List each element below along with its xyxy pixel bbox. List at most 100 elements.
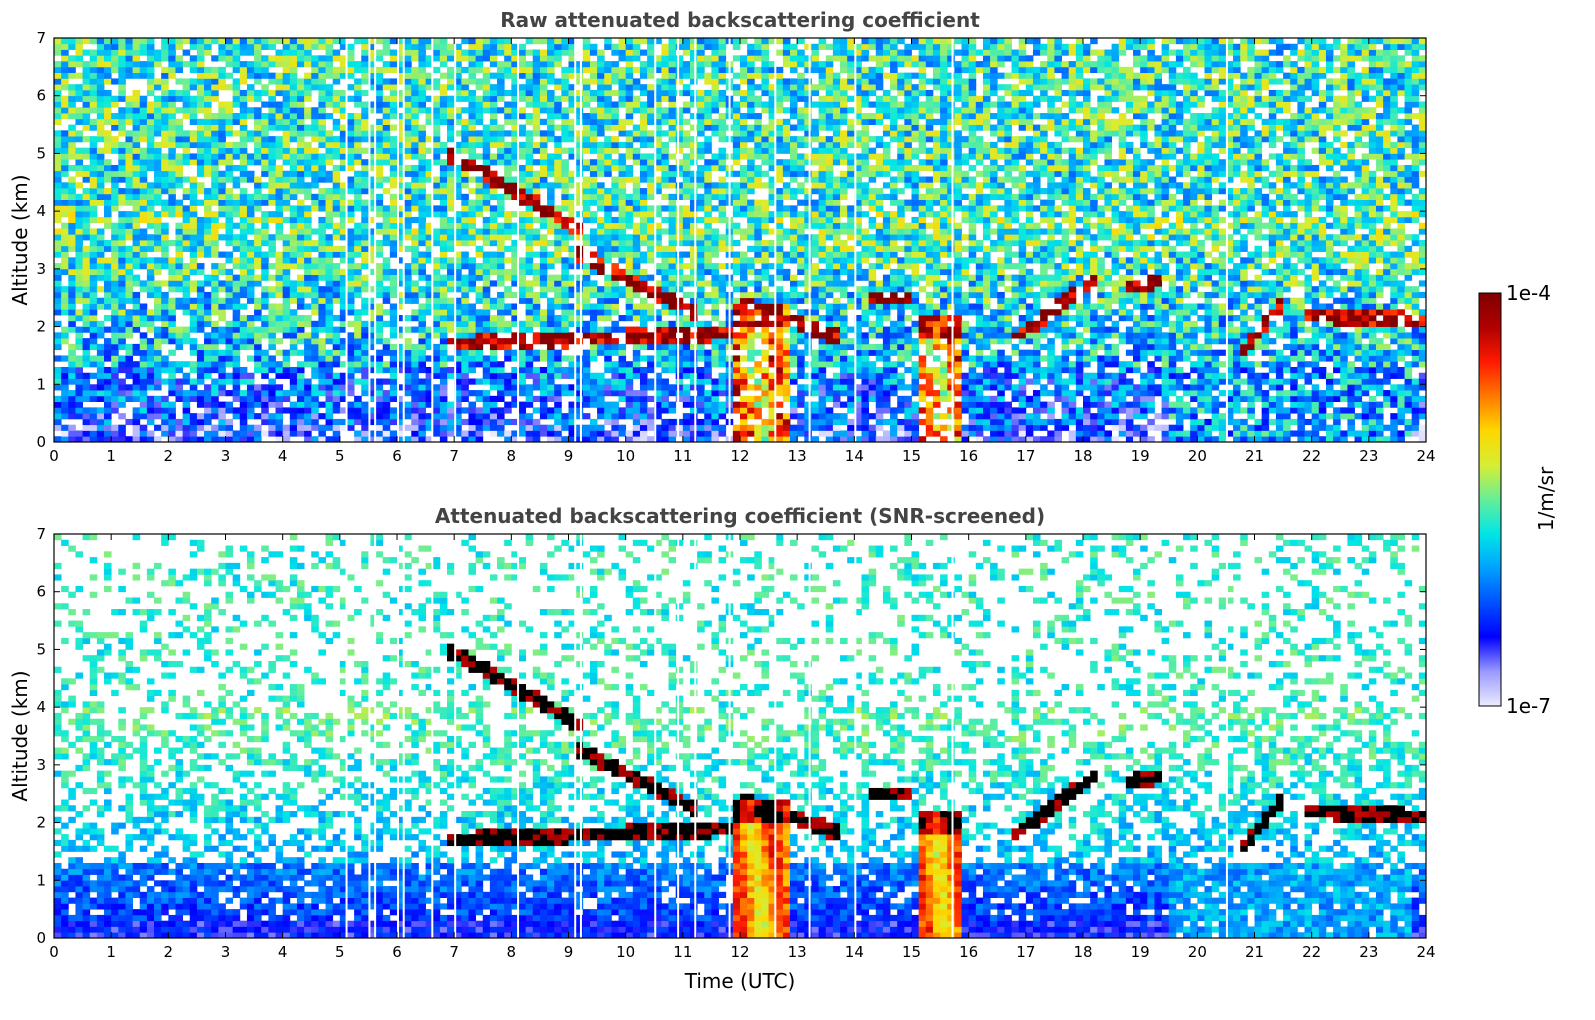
heatmap-cell bbox=[368, 43, 376, 50]
heatmap-cell bbox=[375, 315, 384, 322]
heatmap-cell bbox=[182, 89, 191, 97]
heatmap-cell bbox=[104, 297, 112, 304]
heatmap-cell bbox=[368, 332, 376, 339]
heatmap-cell bbox=[275, 338, 284, 345]
heatmap-cell bbox=[239, 418, 248, 426]
heatmap-cell bbox=[125, 245, 134, 252]
heatmap-cell bbox=[547, 107, 555, 114]
heatmap-cell bbox=[482, 280, 491, 287]
heatmap-cell bbox=[489, 49, 498, 56]
heatmap-cell bbox=[632, 159, 641, 166]
heatmap-cell bbox=[189, 297, 198, 304]
heatmap-cell bbox=[432, 372, 441, 379]
heatmap-cell bbox=[368, 245, 376, 252]
heatmap-cell bbox=[525, 176, 534, 183]
heatmap-cell bbox=[411, 257, 419, 264]
heatmap-cell bbox=[254, 366, 262, 374]
heatmap-cell bbox=[425, 240, 434, 247]
heatmap-cell bbox=[132, 170, 141, 177]
heatmap-cell bbox=[604, 101, 612, 108]
heatmap-cell bbox=[196, 366, 205, 374]
heatmap-cell bbox=[654, 107, 662, 114]
heatmap-cell bbox=[125, 418, 134, 426]
heatmap-cell bbox=[332, 297, 341, 304]
heatmap-cell bbox=[318, 130, 326, 137]
heatmap-cell bbox=[382, 147, 391, 154]
heatmap-cell bbox=[504, 343, 512, 351]
heatmap-cell bbox=[111, 424, 119, 431]
heatmap-cell bbox=[475, 113, 484, 120]
heatmap-cell bbox=[397, 291, 405, 299]
heatmap-cell bbox=[539, 280, 548, 287]
heatmap-cell bbox=[654, 136, 662, 143]
heatmap-cell bbox=[547, 72, 555, 79]
heatmap-cell bbox=[554, 228, 562, 235]
heatmap-cell bbox=[661, 182, 669, 189]
heatmap-cell bbox=[296, 297, 305, 304]
heatmap-cell bbox=[175, 159, 184, 166]
heatmap-cell bbox=[589, 326, 598, 333]
heatmap-cell bbox=[582, 124, 591, 131]
heatmap-cell bbox=[282, 147, 291, 154]
heatmap-cell bbox=[68, 66, 76, 74]
heatmap-cell bbox=[447, 418, 455, 426]
heatmap-cell bbox=[461, 55, 469, 62]
heatmap-cell bbox=[625, 147, 634, 154]
heatmap-cell bbox=[75, 286, 83, 293]
heatmap-cell bbox=[125, 55, 134, 62]
heatmap-cell bbox=[82, 66, 91, 74]
heatmap-cell bbox=[346, 309, 355, 316]
heatmap-cell bbox=[96, 251, 105, 258]
heatmap-cell bbox=[639, 343, 648, 351]
heatmap-cell bbox=[625, 66, 634, 74]
heatmap-cell bbox=[611, 430, 619, 437]
heatmap-cell bbox=[275, 315, 284, 322]
heatmap-cell bbox=[61, 332, 69, 339]
heatmap-cell bbox=[146, 361, 155, 368]
heatmap-cell bbox=[211, 153, 219, 160]
heatmap-cell bbox=[289, 384, 298, 391]
heatmap-cell bbox=[404, 315, 412, 322]
heatmap-cell bbox=[125, 309, 134, 316]
heatmap-cell bbox=[125, 43, 134, 50]
heatmap-cell bbox=[246, 390, 255, 397]
heatmap-cell bbox=[89, 424, 98, 431]
heatmap-cell bbox=[168, 274, 176, 281]
heatmap-cell bbox=[211, 297, 219, 304]
heatmap-cell bbox=[418, 309, 426, 316]
heatmap-cell bbox=[489, 113, 498, 120]
heatmap-cell bbox=[625, 205, 634, 212]
heatmap-cell bbox=[339, 182, 348, 189]
heatmap-cell bbox=[196, 164, 205, 172]
heatmap-cell bbox=[575, 274, 584, 281]
heatmap-cell bbox=[482, 228, 491, 235]
heatmap-cell bbox=[397, 303, 405, 310]
heatmap-cell bbox=[75, 297, 83, 304]
heatmap-cell bbox=[218, 222, 226, 229]
heatmap-cell bbox=[89, 436, 98, 442]
heatmap-cell bbox=[411, 136, 419, 143]
heatmap-cell bbox=[132, 240, 141, 247]
heatmap-cell bbox=[554, 211, 562, 218]
heatmap-cell bbox=[68, 205, 76, 212]
heatmap-cell bbox=[132, 55, 141, 62]
heatmap-cell bbox=[568, 182, 577, 189]
heatmap-cell bbox=[225, 378, 234, 385]
heatmap-cell bbox=[447, 413, 455, 420]
heatmap-cell bbox=[154, 113, 162, 120]
heatmap-cell bbox=[161, 107, 169, 114]
heatmap-cell bbox=[125, 228, 134, 235]
heatmap-cell bbox=[432, 413, 441, 420]
heatmap-cell bbox=[482, 38, 491, 45]
heatmap-cell bbox=[525, 113, 534, 120]
heatmap-cell bbox=[311, 257, 319, 264]
heatmap-cell bbox=[475, 164, 484, 172]
heatmap-cell bbox=[547, 395, 555, 402]
heatmap-cell bbox=[118, 286, 126, 293]
heatmap-cell bbox=[361, 355, 369, 362]
heatmap-cell bbox=[368, 72, 376, 79]
heatmap-cell bbox=[382, 274, 391, 281]
heatmap-cell bbox=[175, 234, 184, 241]
heatmap-cell bbox=[525, 268, 534, 276]
heatmap-cell bbox=[254, 193, 262, 200]
